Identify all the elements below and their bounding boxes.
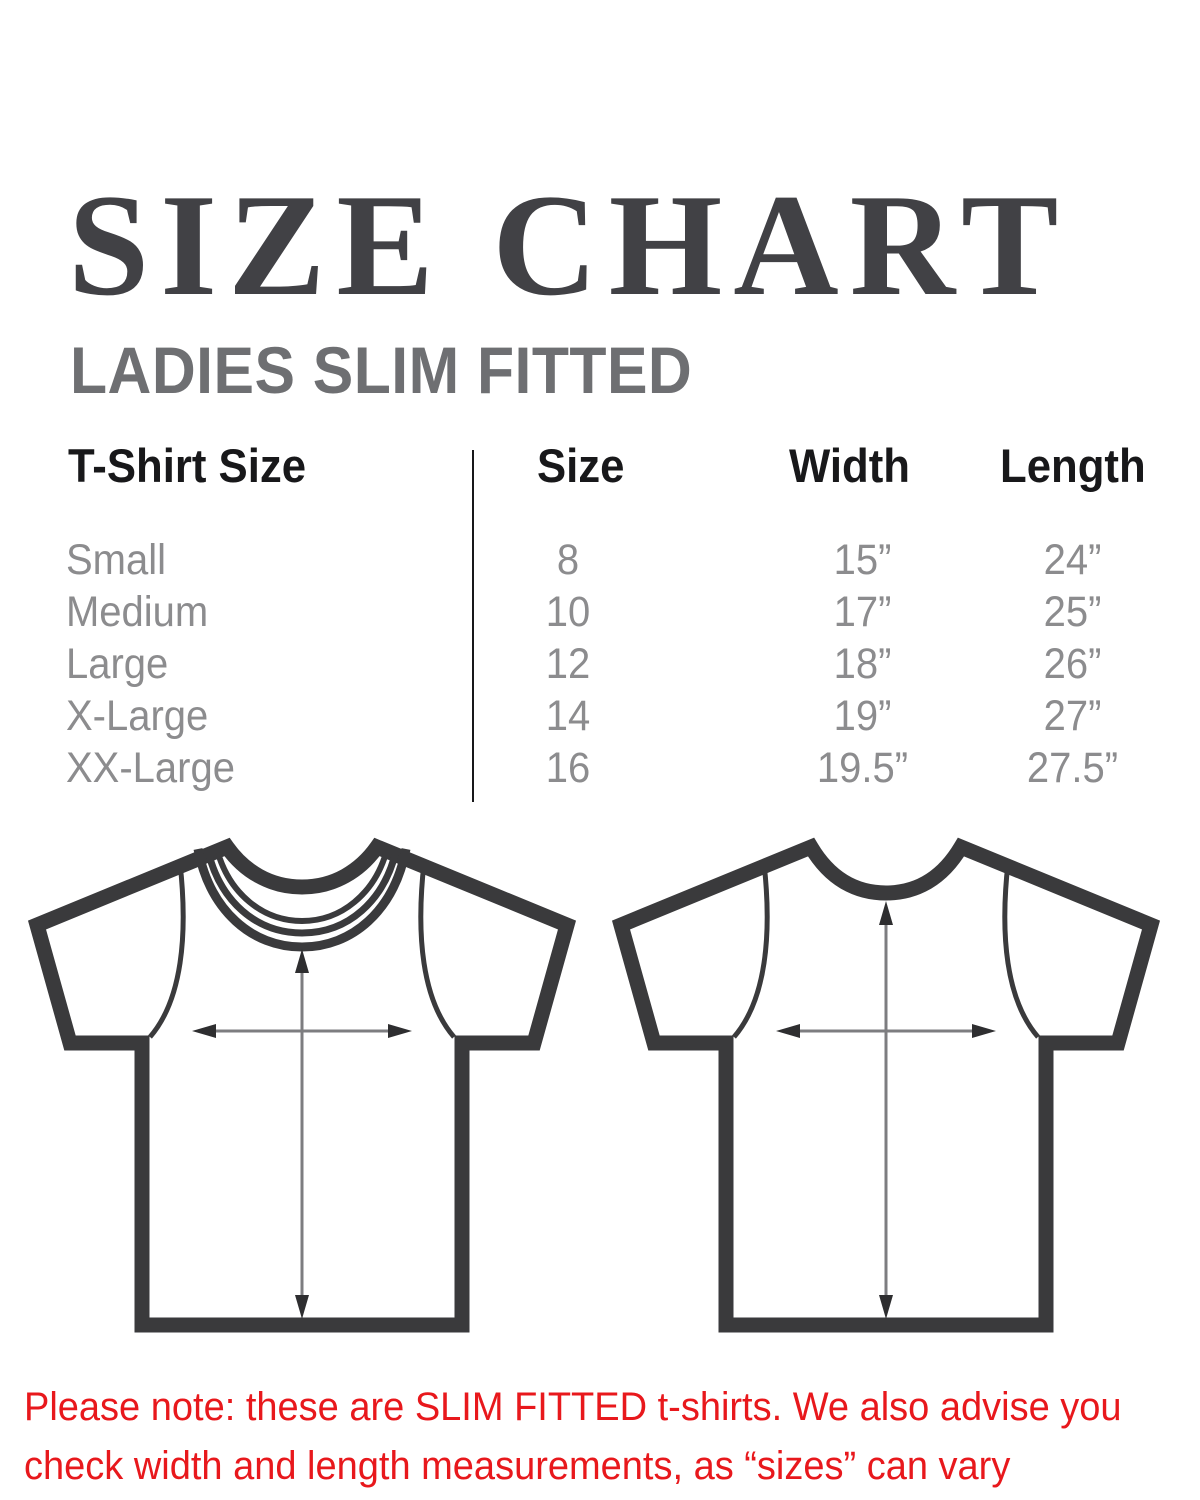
table-row: Medium 10 17” 25” — [0, 588, 1200, 638]
column-header-tshirt-size: T-Shirt Size — [68, 439, 307, 492]
cell-size: 8 — [556, 536, 580, 584]
table-row: Large 12 18” 26” — [0, 640, 1200, 690]
cell-size: 16 — [545, 744, 591, 792]
tshirt-front-diagram — [22, 825, 582, 1345]
cell-width: 18” — [833, 640, 892, 688]
left-armhole-seam — [732, 862, 770, 1039]
collar-outer-curve — [193, 848, 411, 952]
length-measurement-arrow — [295, 949, 309, 1319]
cell-width: 17” — [833, 588, 892, 636]
cell-tshirt-size: XX-Large — [66, 744, 235, 792]
cell-length: 26” — [1043, 640, 1102, 688]
tshirt-back-svg — [611, 837, 1161, 1333]
cell-length: 27” — [1043, 692, 1102, 740]
column-divider — [472, 450, 474, 802]
cell-size: 14 — [545, 692, 591, 740]
tshirt-front-svg — [27, 837, 577, 1333]
table-row: X-Large 14 19” 27” — [0, 692, 1200, 742]
tshirt-back-diagram — [606, 825, 1166, 1345]
cell-tshirt-size: Medium — [66, 588, 209, 636]
collar-middle-curve — [204, 850, 400, 937]
cell-length: 24” — [1043, 536, 1102, 584]
column-header-length: Length — [1000, 439, 1146, 492]
page-title: SIZE CHART — [68, 163, 1070, 326]
collar-inner-curve — [215, 852, 389, 925]
cell-width: 19” — [833, 692, 892, 740]
table-row: Small 8 15” 24” — [0, 536, 1200, 586]
cell-size: 12 — [545, 640, 591, 688]
left-armhole-seam — [148, 862, 186, 1039]
cell-width: 19.5” — [816, 744, 909, 792]
tshirt-diagrams — [0, 825, 1200, 1355]
right-armhole-seam — [418, 862, 456, 1039]
table-row: XX-Large 16 19.5” 27.5” — [0, 744, 1200, 794]
width-measurement-arrow — [192, 1024, 412, 1038]
cell-tshirt-size: Large — [66, 640, 169, 688]
column-header-size: Size — [537, 439, 625, 492]
page-subtitle: LADIES SLIM FITTED — [70, 332, 693, 407]
footnote-disclaimer: Please note: these are SLIM FITTED t-shi… — [24, 1385, 1122, 1488]
cell-length: 27.5” — [1026, 744, 1119, 792]
right-armhole-seam — [1002, 862, 1040, 1039]
column-header-width: Width — [789, 439, 910, 492]
cell-width: 15” — [833, 536, 892, 584]
cell-tshirt-size: X-Large — [66, 692, 209, 740]
cell-length: 25” — [1043, 588, 1102, 636]
cell-tshirt-size: Small — [66, 536, 167, 584]
size-table: T-Shirt Size Size Width Length Small 8 1… — [0, 418, 1200, 818]
width-measurement-arrow — [776, 1024, 996, 1038]
cell-size: 10 — [545, 588, 591, 636]
length-measurement-arrow — [879, 901, 893, 1319]
